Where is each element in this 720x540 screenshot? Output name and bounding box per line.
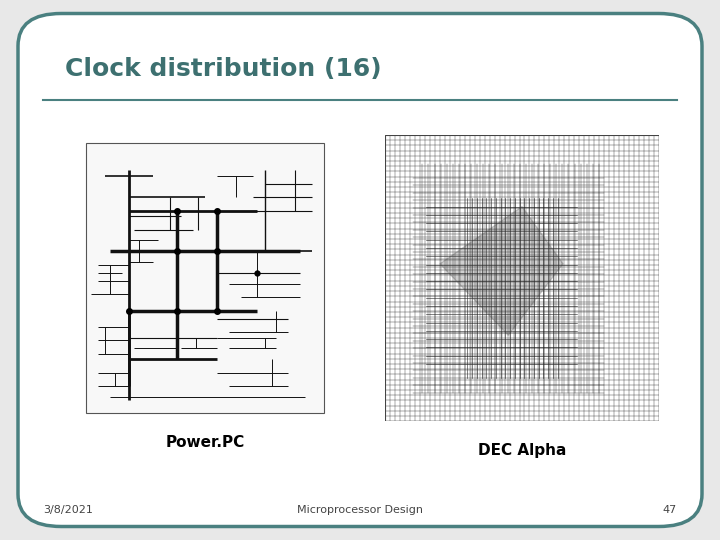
Text: Microprocessor Design: Microprocessor Design (297, 505, 423, 515)
Text: Clock distribution (16): Clock distribution (16) (65, 57, 382, 80)
Text: 47: 47 (662, 505, 677, 515)
Polygon shape (440, 206, 563, 335)
Text: 3/8/2021: 3/8/2021 (43, 505, 93, 515)
Text: DEC Alpha: DEC Alpha (478, 443, 566, 458)
Bar (86, 143, 324, 413)
Text: Power.PC: Power.PC (166, 435, 245, 450)
FancyBboxPatch shape (18, 14, 702, 526)
